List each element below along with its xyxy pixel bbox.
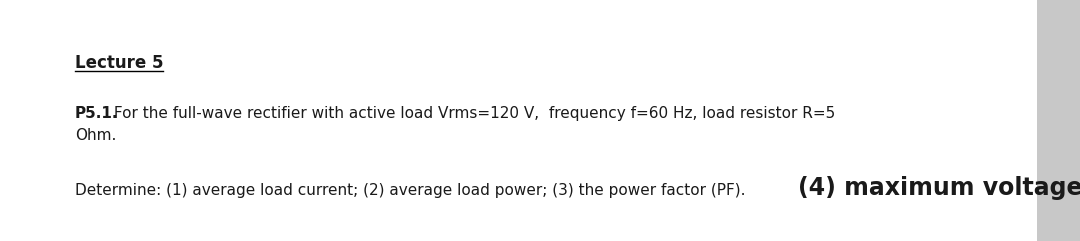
- Bar: [1037, 0, 1080, 241]
- Text: (4) maximum voltage: (4) maximum voltage: [798, 176, 1080, 200]
- Text: Determine: (1) average load current; (2) average load power; (3) the power facto: Determine: (1) average load current; (2)…: [75, 183, 745, 198]
- Text: P5.1.: P5.1.: [75, 106, 119, 121]
- Text: Ohm.: Ohm.: [75, 128, 117, 143]
- Text: Lecture 5: Lecture 5: [75, 54, 163, 72]
- Text: For the full-wave rectifier with active load Vrms=120 V,  frequency f=60 Hz, loa: For the full-wave rectifier with active …: [109, 106, 835, 121]
